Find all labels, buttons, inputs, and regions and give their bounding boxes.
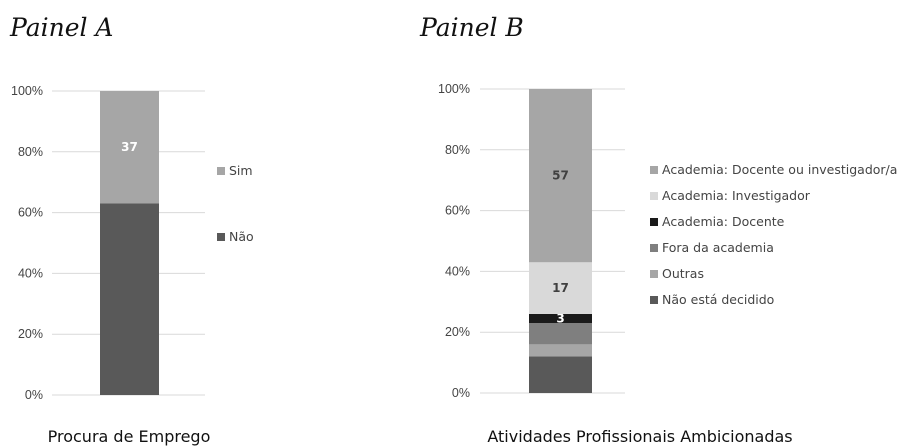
legend-swatch: [650, 296, 658, 304]
legend-label: Academia: Docente ou investigador/a: [662, 162, 897, 177]
data-label-sim: 37: [121, 140, 138, 154]
panel-b: Painel B 0% 20% 40% 60% 80% 100% 3 17 57 Academ…: [419, 13, 897, 446]
legend-swatch: [650, 270, 658, 278]
y-tick-label: 0%: [452, 386, 470, 400]
data-label-academia-investigador: 17: [552, 281, 569, 295]
legend-label: Não está decidido: [662, 292, 774, 307]
legend-label: Outras: [662, 266, 704, 281]
legend-label: Sim: [229, 163, 253, 178]
legend-item-academia-docente-ou-investigador-a: Academia: Docente ou investigador/a: [650, 162, 897, 177]
legend-item-nao: Não: [217, 229, 254, 244]
y-tick-label: 0%: [25, 388, 43, 402]
legend-label: Fora da academia: [662, 240, 774, 255]
legend-swatch: [650, 244, 658, 252]
legend-swatch: [217, 233, 225, 241]
y-tick-label: 20%: [445, 325, 470, 339]
panel-b-title: Painel B: [419, 13, 524, 42]
legend-label: Academia: Investigador: [662, 188, 811, 203]
legend-item-nao-esta-decidido: Não está decidido: [650, 292, 774, 307]
legend-item-fora-da-academia: Fora da academia: [650, 240, 774, 255]
y-tick-label: 80%: [18, 145, 43, 159]
legend-item-sim: Sim: [217, 163, 253, 178]
panel-a-title: Painel A: [9, 13, 114, 42]
bar-segment-sim: [100, 91, 159, 204]
panel-a-y-axis: 0% 20% 40% 60% 80% 100%: [11, 84, 43, 402]
bar-segment-academia-docente-ou-investigador-a: [529, 89, 592, 263]
bar-segment-academia-investigador: [529, 262, 592, 314]
legend-swatch: [650, 218, 658, 226]
panel-b-y-axis: 0% 20% 40% 60% 80% 100%: [438, 82, 470, 400]
legend-swatch: [650, 166, 658, 174]
bar-segment-fora-da-academia: [529, 323, 592, 345]
legend-item-academia-docente: Academia: Docente: [650, 214, 785, 229]
bar-segment-nao-esta-decidido: [529, 356, 592, 393]
bar-segment-nao: [100, 203, 159, 395]
panel-a-legend: Sim Não: [217, 163, 254, 244]
legend-swatch: [217, 167, 225, 175]
panel-b-bars: 3 17 57: [529, 89, 592, 393]
panel-b-legend: Academia: Docente ou investigador/a Acade…: [650, 162, 897, 307]
panel-b-category-label: Atividades Profissionais Ambicionadas: [487, 427, 792, 446]
legend-label: Não: [229, 229, 254, 244]
legend-label: Academia: Docente: [662, 214, 785, 229]
y-tick-label: 100%: [11, 84, 43, 98]
y-tick-label: 20%: [18, 327, 43, 341]
panel-a-bars: 37: [100, 91, 159, 395]
y-tick-label: 60%: [18, 206, 43, 220]
panel-a: Painel A 0% 20% 40% 60% 80% 100% 37 Sim Não Pr…: [9, 13, 254, 446]
data-label-academia-docente: 3: [556, 312, 564, 326]
y-tick-label: 60%: [445, 204, 470, 218]
panel-a-category-label: Procura de Emprego: [48, 427, 211, 446]
y-tick-label: 100%: [438, 82, 470, 96]
legend-item-outras: Outras: [650, 266, 704, 281]
bar-segment-academia-docente: [529, 313, 592, 324]
data-label-academia-docente-ou-investigador-a: 57: [552, 169, 569, 183]
legend-item-academia-investigador: Academia: Investigador: [650, 188, 811, 203]
y-tick-label: 40%: [445, 264, 470, 278]
y-tick-label: 80%: [445, 143, 470, 157]
bar-segment-outras: [529, 344, 592, 357]
legend-swatch: [650, 192, 658, 200]
y-tick-label: 40%: [18, 266, 43, 280]
